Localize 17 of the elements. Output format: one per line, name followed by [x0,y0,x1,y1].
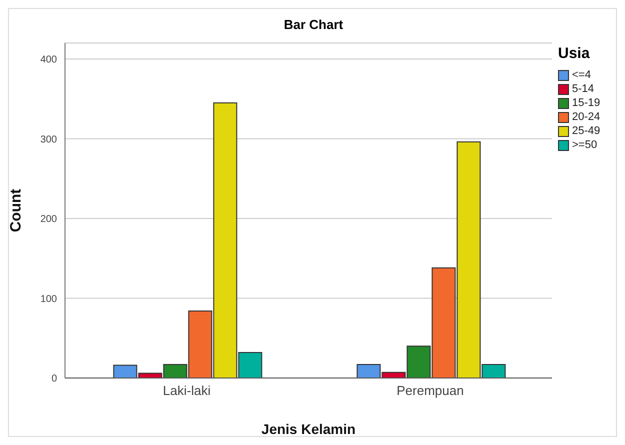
y-tick-label: 100 [40,294,58,305]
chart-title: Bar Chart [282,17,344,32]
legend-title: Usia [558,45,591,62]
legend-label: >=50 [572,138,598,152]
y-tick-label: 300 [40,134,58,146]
x-tick-label: Laki-laki [162,383,211,398]
legend-label: 20-24 [572,110,600,124]
y-tick-label: 0 [51,374,58,385]
y-tick-label: 400 [40,54,58,66]
x-tick-label: Perempuan [396,383,464,398]
y-tick-label: 200 [40,214,58,226]
y-axis-title: Count [7,188,24,232]
legend-label: <=4 [572,68,591,82]
legend-label: 15-19 [572,96,600,110]
legend-label: 25-49 [572,124,600,138]
x-axis-title: Jenis Kelamin [261,421,356,437]
legend-label: 5-14 [572,82,594,96]
